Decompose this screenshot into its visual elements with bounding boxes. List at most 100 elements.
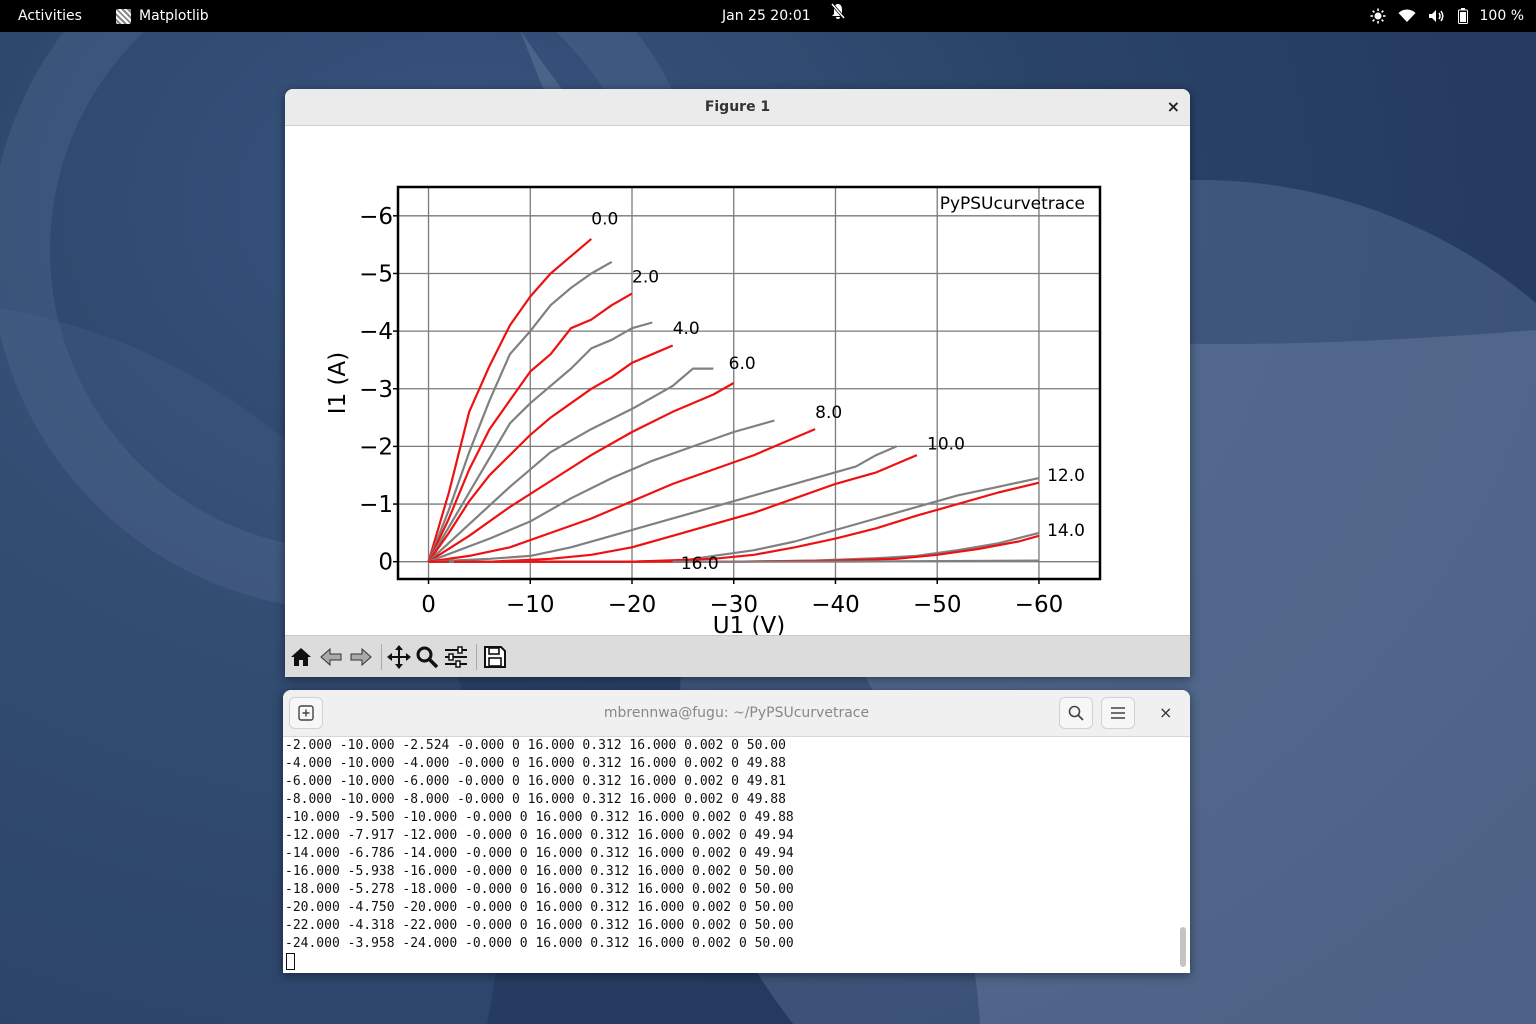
- terminal-output-line: -20.000 -4.750 -20.000 -0.000 0 16.000 0…: [285, 900, 794, 915]
- plot-annotation: PyPSUcurvetrace: [940, 194, 1085, 214]
- activities-button[interactable]: Activities: [18, 8, 82, 24]
- move-icon: [387, 645, 411, 669]
- hamburger-menu-icon: [1111, 707, 1125, 719]
- forward-button[interactable]: [348, 644, 374, 670]
- home-button[interactable]: [288, 644, 314, 670]
- terminal-output-line: -14.000 -6.786 -14.000 -0.000 0 16.000 0…: [285, 846, 794, 861]
- terminal-window: mbrennwa@fugu: ~/PyPSUcurvetrace × -2.00…: [283, 690, 1190, 973]
- y-tick-label: 0: [378, 550, 393, 576]
- y-tick-label: −4: [359, 319, 393, 345]
- figure-close-button[interactable]: ×: [1166, 97, 1180, 116]
- curve-series-16.0: [454, 560, 673, 563]
- zoom-button[interactable]: [414, 644, 440, 670]
- clock[interactable]: Jan 25 20:01: [722, 8, 811, 24]
- terminal-search-button[interactable]: [1059, 697, 1093, 729]
- curve-label: 10.0: [927, 435, 965, 455]
- brightness-icon: [1370, 8, 1386, 24]
- curve-series-4.0: [427, 344, 674, 563]
- curve-series-0.0: [427, 238, 593, 563]
- curve-series-5.0: [427, 367, 714, 563]
- curve-label: 4.0: [673, 319, 700, 339]
- plot-frame: [396, 185, 1102, 581]
- app-menu[interactable]: Matplotlib: [116, 0, 209, 32]
- matplotlib-app-icon: [116, 8, 131, 24]
- curve-label: 0.0: [591, 210, 618, 230]
- battery-percent: 100 %: [1479, 8, 1524, 24]
- terminal-output-line: -24.000 -3.958 -24.000 -0.000 0 16.000 0…: [285, 936, 794, 951]
- forward-arrow-icon: [350, 647, 372, 667]
- configure-subplots-button[interactable]: [443, 644, 469, 670]
- sliders-icon: [445, 646, 467, 668]
- save-figure-button[interactable]: [482, 644, 508, 670]
- x-tick-label: 0: [421, 592, 436, 618]
- back-arrow-icon: [320, 647, 342, 667]
- wifi-icon: [1398, 9, 1416, 22]
- terminal-output-line: -12.000 -7.917 -12.000 -0.000 0 16.000 0…: [285, 828, 794, 843]
- toolbar-separator: [381, 644, 382, 670]
- y-tick-label: −2: [359, 434, 393, 460]
- scrollbar-thumb[interactable]: [1180, 927, 1186, 967]
- curve-series-6.0: [427, 382, 735, 563]
- curve-series-8.0: [428, 428, 816, 563]
- x-axis-label: U1 (V): [713, 613, 785, 635]
- curve-label: 2.0: [632, 267, 659, 287]
- curve-series-7.0: [428, 419, 775, 563]
- terminal-output-line: -18.000 -5.278 -18.000 -0.000 0 16.000 0…: [285, 882, 794, 897]
- x-tick-label: −40: [811, 592, 860, 618]
- figure-titlebar[interactable]: Figure 1 ×: [285, 89, 1190, 126]
- notifications-off-icon: [830, 0, 846, 32]
- home-icon: [291, 648, 311, 666]
- x-tick-label: −50: [913, 592, 962, 618]
- new-tab-icon: [298, 705, 314, 721]
- y-tick-label: −6: [359, 204, 393, 230]
- curve-series-3.0: [427, 321, 653, 563]
- x-tick-label: −60: [1015, 592, 1064, 618]
- terminal-title: mbrennwa@fugu: ~/PyPSUcurvetrace: [603, 705, 870, 721]
- terminal-output-line: -22.000 -4.318 -22.000 -0.000 0 16.000 0…: [285, 918, 794, 933]
- y-axis-label: I1 (A): [325, 352, 351, 414]
- terminal-headerbar[interactable]: mbrennwa@fugu: ~/PyPSUcurvetrace ×: [283, 690, 1190, 737]
- curve-series-2.0: [427, 292, 633, 563]
- top-bar: Activities Matplotlib Jan 25 20:01 100 %: [0, 0, 1536, 32]
- text-cursor: [286, 953, 295, 970]
- curve-trace-plot[interactable]: 0.02.04.06.08.010.012.014.016.00 −10 −20 −3…: [285, 126, 1190, 639]
- figure-window-title: Figure 1: [704, 99, 771, 115]
- app-menu-label: Matplotlib: [139, 8, 209, 24]
- y-tick-label: −5: [359, 261, 393, 287]
- curve-label: 16.0: [681, 554, 719, 574]
- system-status-area[interactable]: 100 %: [1370, 0, 1524, 32]
- y-tick-label: −1: [359, 492, 393, 518]
- floppy-disk-icon: [484, 646, 506, 668]
- curve-label: 8.0: [815, 403, 842, 423]
- x-tick-label: −20: [608, 592, 657, 618]
- search-icon: [1068, 705, 1084, 721]
- x-tick-label: −30: [709, 592, 758, 618]
- terminal-output[interactable]: -2.000 -10.000 -2.524 -0.000 0 16.000 0.…: [283, 737, 1176, 973]
- terminal-output-line: -8.000 -10.000 -8.000 -0.000 0 16.000 0.…: [285, 792, 786, 807]
- figure-window: Figure 1 × 0.0 2.0 4.0 6.0 8.0 10.0 12.0 14.0 16…: [285, 89, 1190, 677]
- terminal-output-line: -16.000 -5.938 -16.000 -0.000 0 16.000 0…: [285, 864, 794, 879]
- terminal-output-line: -10.000 -9.500 -10.000 -0.000 0 16.000 0…: [285, 810, 794, 825]
- magnifier-icon: [416, 646, 439, 669]
- curve-series-9.0: [428, 445, 897, 563]
- toolbar-separator: [476, 644, 477, 670]
- battery-icon: [1457, 8, 1468, 24]
- terminal-output-line: -2.000 -10.000 -2.524 -0.000 0 16.000 0.…: [285, 738, 786, 753]
- terminal-menu-button[interactable]: [1101, 697, 1135, 729]
- terminal-close-button[interactable]: ×: [1159, 703, 1173, 722]
- figure-canvas[interactable]: 0.0 2.0 4.0 6.0 8.0 10.0 12.0 14.0 16.0 0 −10 −20 −3…: [285, 126, 1190, 639]
- navigation-toolbar: [285, 635, 1190, 677]
- pan-button[interactable]: [386, 644, 412, 670]
- y-tick-label: −3: [359, 377, 393, 403]
- curve-series-1.0: [427, 260, 613, 563]
- curve-label: 12.0: [1047, 466, 1085, 486]
- curve-label: 6.0: [729, 354, 756, 374]
- terminal-prompt-line[interactable]: [283, 953, 1176, 971]
- terminal-output-line: -4.000 -10.000 -4.000 -0.000 0 16.000 0.…: [285, 756, 786, 771]
- volume-icon: [1428, 10, 1444, 22]
- terminal-scrollbar[interactable]: [1176, 737, 1190, 973]
- new-tab-button[interactable]: [289, 697, 323, 729]
- back-button[interactable]: [318, 644, 344, 670]
- x-tick-label: −10: [506, 592, 555, 618]
- curve-label: 14.0: [1047, 521, 1085, 541]
